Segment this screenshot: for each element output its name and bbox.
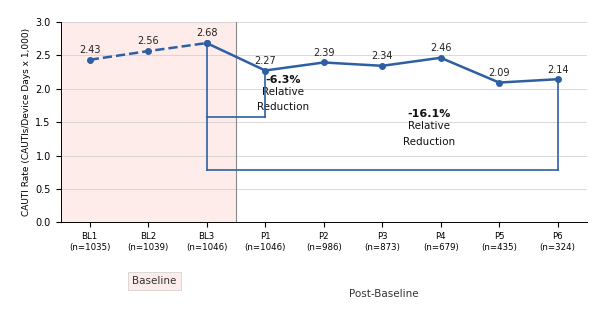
Text: 2.34: 2.34 <box>371 51 393 61</box>
Text: Post-Baseline: Post-Baseline <box>349 289 419 298</box>
Text: -16.1%: -16.1% <box>407 109 451 119</box>
Text: 2.56: 2.56 <box>137 36 159 46</box>
Text: Relative: Relative <box>408 121 450 131</box>
Text: 2.27: 2.27 <box>254 56 276 66</box>
Text: 2.39: 2.39 <box>313 48 335 58</box>
Text: 2.46: 2.46 <box>430 43 451 53</box>
Text: Reduction: Reduction <box>403 137 455 147</box>
Text: 2.68: 2.68 <box>196 28 217 38</box>
Text: 2.09: 2.09 <box>488 68 510 78</box>
Text: Reduction: Reduction <box>257 102 309 112</box>
Text: -6.3%: -6.3% <box>265 75 301 85</box>
Y-axis label: CAUTI Rate (CAUTIs/Device Days x 1,000): CAUTI Rate (CAUTIs/Device Days x 1,000) <box>22 28 31 216</box>
Bar <box>60 22 236 222</box>
Text: 2.43: 2.43 <box>79 45 100 55</box>
Text: Relative: Relative <box>262 87 304 97</box>
Text: Baseline: Baseline <box>132 276 177 286</box>
Text: 2.14: 2.14 <box>547 65 568 74</box>
